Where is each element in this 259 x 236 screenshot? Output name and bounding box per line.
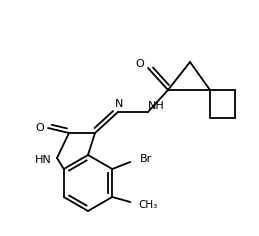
Text: Br: Br [140,154,152,164]
Text: CH₃: CH₃ [139,200,158,210]
Text: N: N [115,99,123,109]
Text: O: O [136,59,144,69]
Text: HN: HN [35,155,51,165]
Text: NH: NH [148,101,164,111]
Text: O: O [36,123,44,133]
